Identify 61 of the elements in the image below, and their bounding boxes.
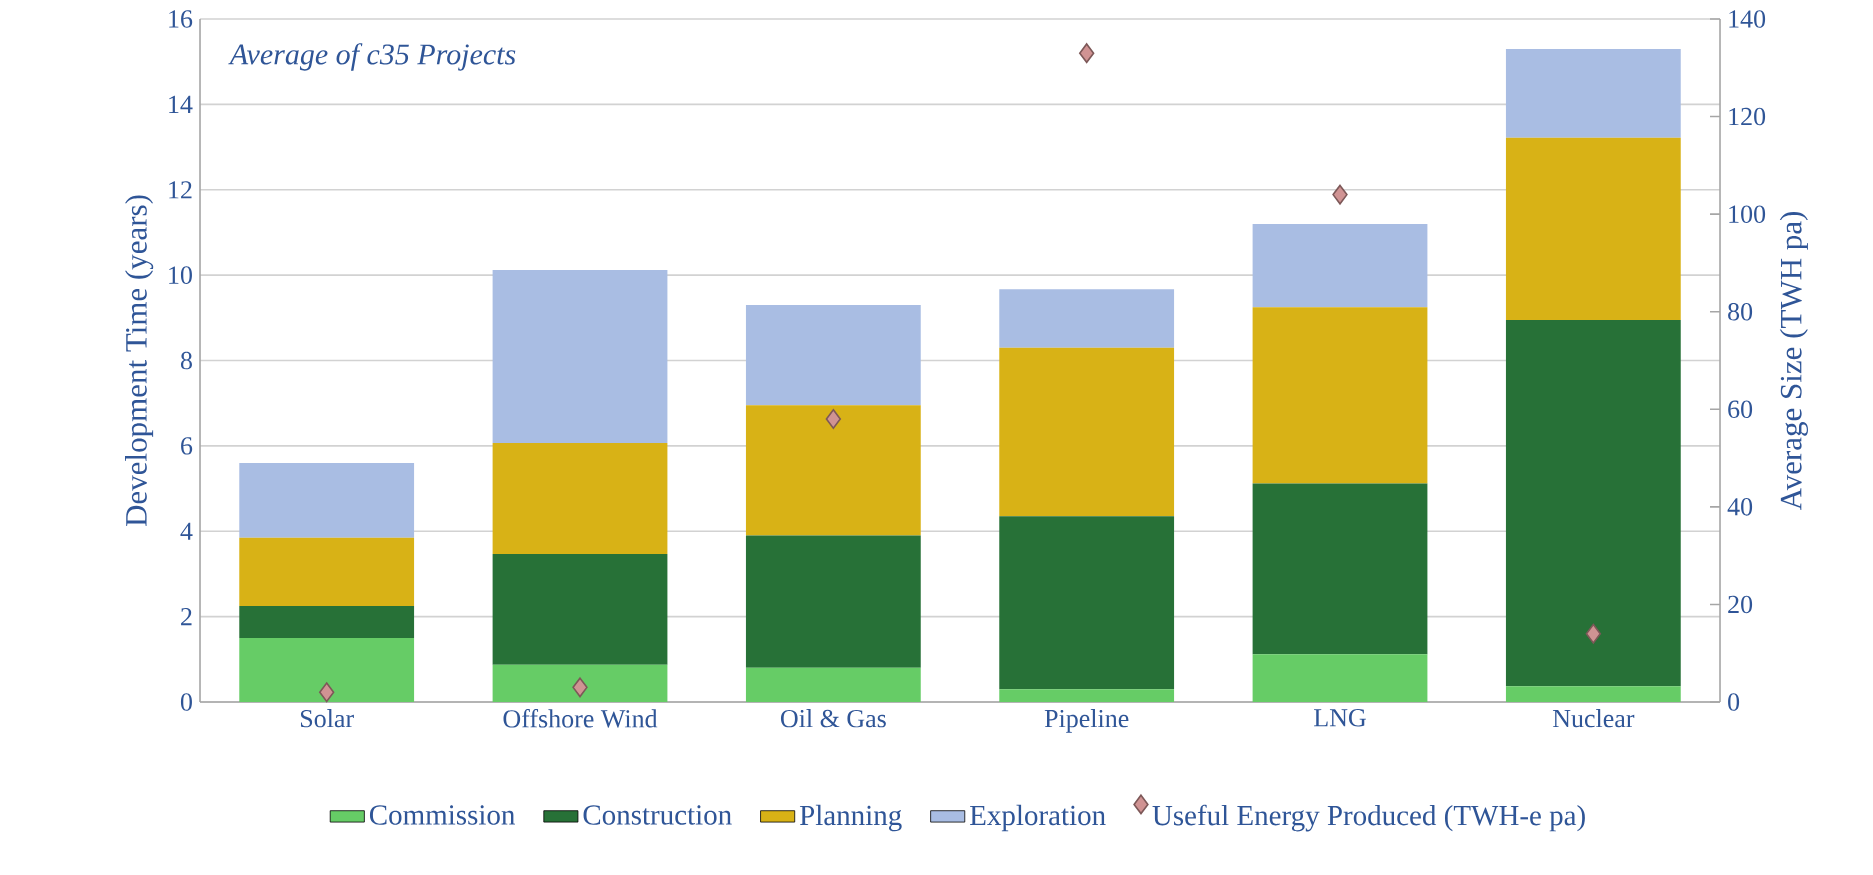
bar — [239, 637, 415, 702]
point — [1585, 623, 1602, 644]
bar — [1505, 48, 1681, 138]
bar — [1252, 483, 1428, 655]
y2-tick-label: 0 — [1728, 693, 1740, 711]
bar — [239, 537, 415, 606]
legend-label: Commission — [369, 805, 515, 825]
y-tick-label: 6 — [181, 437, 193, 455]
point — [572, 677, 588, 698]
bar — [1252, 307, 1428, 484]
bar — [745, 667, 921, 702]
point — [1078, 43, 1095, 64]
legend-label: Useful Energy Produced (TWH-e pa) — [1152, 804, 1585, 832]
bar — [492, 664, 668, 702]
bar — [999, 289, 1175, 348]
bar — [745, 405, 921, 536]
y2-tick-label: 60 — [1728, 400, 1753, 419]
y2-tick-label: 80 — [1728, 302, 1753, 321]
y2-tick-label: 100 — [1729, 205, 1766, 223]
y-tick-label: 12 — [169, 181, 192, 199]
legend-label: Planning — [799, 804, 902, 832]
y-tick-label: 4 — [180, 522, 193, 540]
y-axis-title: Development Time (years) — [125, 195, 154, 527]
bar — [1505, 686, 1681, 702]
bar — [492, 442, 668, 554]
bar — [999, 689, 1175, 702]
y-tick-label: 8 — [180, 351, 192, 370]
y-tick-label: 0 — [180, 693, 192, 711]
bar — [745, 535, 921, 668]
y2-axis-title: Average Size (TWH pa) — [1779, 211, 1808, 511]
y-tick-label: 2 — [181, 608, 192, 626]
bar — [999, 516, 1175, 690]
annotation: Average of c35 Projects — [228, 43, 516, 71]
legend-label: Exploration — [970, 804, 1106, 832]
y2-tick-label: 40 — [1727, 498, 1753, 516]
x-tick-label: Oil & Gas — [780, 709, 886, 728]
y2-tick-label: 120 — [1729, 107, 1766, 126]
y-tick-label: 10 — [169, 266, 192, 284]
y-tick-label: 14 — [169, 95, 193, 113]
bar — [745, 305, 921, 406]
x-tick-label: Nuclear — [1552, 709, 1635, 728]
bar — [1505, 137, 1681, 320]
x-tick-label: Pipeline — [1044, 709, 1129, 733]
bar — [1252, 654, 1428, 702]
point — [318, 682, 335, 703]
point — [825, 409, 842, 430]
bar — [999, 347, 1175, 517]
bar — [1505, 319, 1681, 687]
legend-label: Construction — [583, 805, 732, 825]
y2-tick-label: 20 — [1728, 595, 1753, 614]
y2-tick-label: 140 — [1729, 10, 1766, 28]
bar — [492, 270, 668, 443]
y-tick-label: 16 — [169, 10, 193, 28]
bar — [492, 553, 668, 665]
bar — [239, 462, 415, 538]
bar — [239, 605, 415, 638]
point — [1332, 184, 1348, 205]
x-tick-label: LNG — [1314, 709, 1366, 727]
x-tick-label: Solar — [300, 709, 354, 728]
bar — [1252, 223, 1428, 308]
x-tick-label: Offshore Wind — [503, 709, 658, 728]
